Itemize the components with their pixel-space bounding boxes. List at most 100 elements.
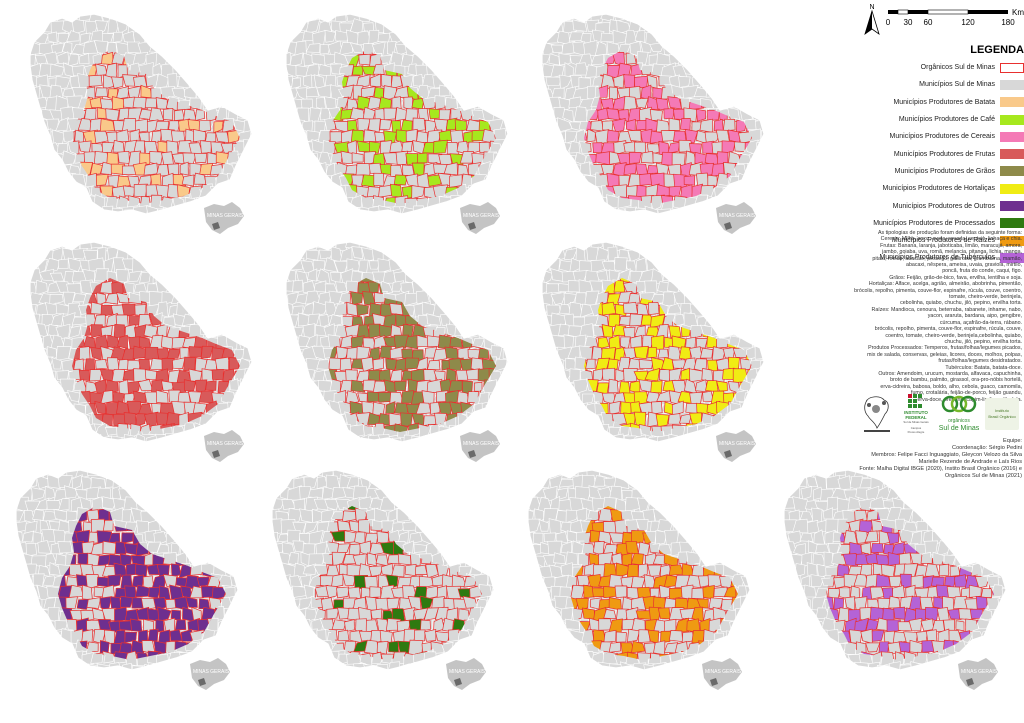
organic-municipality (173, 109, 185, 121)
municipality (476, 31, 491, 46)
municipality (45, 370, 57, 384)
producer-municipality (281, 10, 293, 22)
municipality (542, 161, 549, 174)
municipality (209, 186, 226, 199)
municipality (249, 40, 252, 57)
municipality (546, 117, 559, 133)
municipality (257, 347, 266, 361)
municipality (58, 258, 69, 269)
municipality (503, 248, 508, 263)
municipality (784, 108, 787, 120)
producer-municipality (255, 258, 268, 272)
municipality (243, 205, 252, 214)
municipality (188, 433, 203, 442)
organic-municipality (553, 153, 565, 165)
organic-municipality (504, 19, 518, 34)
municipality (434, 259, 448, 273)
organic-municipality (14, 33, 25, 45)
municipality (286, 447, 296, 457)
map-panel-batata: MINAS GERAIS (14, 10, 274, 240)
municipality (243, 242, 252, 249)
producer-municipality (547, 142, 561, 155)
municipality (481, 294, 498, 305)
municipality (145, 434, 158, 442)
producer-municipality (281, 143, 294, 154)
organic-municipality (701, 31, 715, 44)
municipality (677, 14, 692, 24)
producer-municipality (562, 173, 576, 188)
organic-municipality (351, 220, 365, 230)
organic-municipality (379, 119, 392, 131)
organic-municipality (504, 315, 518, 327)
organic-municipality (470, 278, 486, 284)
municipality (433, 205, 448, 214)
producer-municipality (248, 20, 263, 34)
municipality (66, 184, 80, 200)
organic-municipality (270, 187, 283, 197)
organic-municipality (148, 107, 165, 121)
producer-municipality (20, 446, 32, 459)
municipality (286, 205, 295, 214)
municipality (61, 41, 73, 54)
producer-municipality (173, 446, 186, 459)
organic-municipality (246, 53, 258, 66)
municipality (477, 303, 491, 317)
municipality (552, 150, 566, 165)
organic-municipality (738, 85, 752, 100)
municipality (56, 414, 71, 428)
municipality (504, 110, 508, 123)
producer-municipality (722, 53, 737, 67)
producer-municipality (18, 314, 30, 326)
organic-municipality (383, 107, 397, 121)
organic-municipality (602, 208, 616, 220)
municipality (500, 52, 508, 66)
municipality (702, 14, 715, 22)
municipality (250, 218, 262, 232)
municipality (228, 84, 240, 101)
municipality (286, 128, 297, 143)
organic-municipality (279, 119, 293, 131)
municipality (783, 20, 786, 34)
municipality (445, 30, 457, 44)
municipality (526, 120, 537, 131)
organic-municipality (254, 164, 268, 174)
organic-municipality (391, 240, 403, 250)
municipality (116, 217, 129, 230)
municipality (341, 445, 353, 460)
municipality (754, 164, 764, 176)
producer-municipality (231, 303, 240, 317)
producer-municipality (14, 390, 26, 403)
producer-municipality (237, 402, 240, 416)
municipality (156, 14, 168, 24)
producer-municipality (499, 324, 513, 336)
municipality (438, 449, 452, 457)
municipality (176, 207, 191, 214)
organic-municipality (431, 21, 442, 32)
organic-municipality (530, 63, 543, 77)
municipality (710, 29, 723, 46)
municipality (410, 14, 427, 24)
municipality (483, 21, 495, 33)
municipality (144, 14, 159, 22)
municipality (187, 14, 204, 23)
municipality (416, 449, 430, 460)
producer-municipality (217, 87, 229, 100)
municipality (503, 22, 508, 35)
organic-municipality (609, 86, 619, 100)
producer-municipality (504, 108, 518, 121)
inset-label: MINAS GERAIS (207, 213, 244, 219)
municipality (543, 129, 553, 145)
municipality (194, 248, 206, 263)
municipality (454, 301, 469, 316)
municipality (232, 301, 248, 314)
producer-municipality (204, 278, 217, 284)
organic-municipality (133, 75, 148, 88)
municipality (452, 446, 461, 459)
municipality (510, 97, 524, 108)
organic-municipality (766, 97, 781, 111)
organic-municipality (172, 278, 187, 283)
producer-municipality (200, 345, 214, 359)
producer-municipality (768, 207, 780, 220)
municipality (249, 150, 252, 165)
producer-municipality (270, 208, 283, 220)
